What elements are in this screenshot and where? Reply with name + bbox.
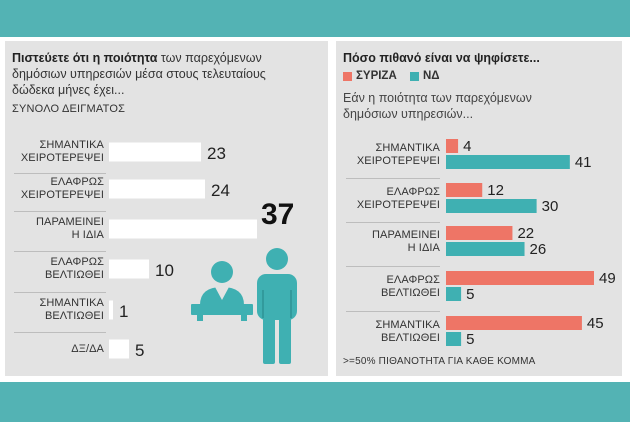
- row-separator: [14, 211, 106, 212]
- category-label: ΕΛΑΦΡΩΣ: [50, 176, 104, 188]
- row-separator: [14, 173, 106, 174]
- category-label: ΣΗΜΑΝΤΙΚΑ: [39, 297, 104, 309]
- nd-bar-value: 5: [466, 286, 474, 303]
- nd-bar: [446, 199, 537, 213]
- left-title-rest: των παρεχόμενων: [157, 51, 262, 65]
- left-title-line2: δημόσιων υπηρεσιών μέσα στους τελευταίου…: [12, 67, 266, 81]
- syriza-bar-value: 12: [487, 182, 504, 199]
- row-separator: [14, 292, 106, 293]
- nd-bar: [446, 155, 570, 169]
- category-label: ΧΕΙΡΟΤΕΡΕΨΕΙ: [20, 189, 104, 201]
- legend-swatch-nd: [410, 72, 419, 81]
- row-separator: [346, 311, 440, 312]
- nd-bar-value: 26: [530, 241, 547, 258]
- right-footnote: >=50% ΠΙΘΑΝΟΤΗΤΑ ΓΙΑ ΚΑΘΕ ΚΟΜΜΑ: [343, 356, 536, 367]
- left-bar: [109, 219, 257, 239]
- row-separator: [346, 178, 440, 179]
- category-label: ΧΕΙΡΟΤΕΡΕΨΕΙ: [356, 199, 440, 211]
- left-bar: [109, 259, 149, 279]
- row-separator: [346, 222, 440, 223]
- right-subtitle-line2: δημόσιων υπηρεσιών...: [343, 107, 474, 121]
- syriza-bar: [446, 226, 513, 240]
- category-label: ΠΑΡΑΜΕΙΝΕΙ: [371, 229, 440, 241]
- sample-label: ΣΥΝΟΛΟ ΔΕΙΓΜΑΤΟΣ: [12, 103, 126, 115]
- category-label: ΣΗΜΑΝΤΙΚΑ: [39, 139, 104, 151]
- left-bar-value: 10: [155, 261, 174, 280]
- people-illustration-icon: [191, 248, 297, 364]
- nd-bar-value: 30: [542, 198, 559, 215]
- row-separator: [14, 332, 106, 333]
- bottom-band: [0, 382, 630, 422]
- left-title-bold: Πιστεύετε ότι η ποιότητα: [12, 51, 158, 65]
- category-label: ΒΕΛΤΙΩΘΕΙ: [44, 310, 104, 322]
- nd-bar: [446, 332, 462, 346]
- row-separator: [14, 251, 106, 252]
- category-label: ΧΕΙΡΟΤΕΡΕΨΕΙ: [356, 155, 440, 167]
- category-label: ΕΛΑΦΡΩΣ: [50, 256, 104, 268]
- right-title-text: Πόσο πιθανό είναι να ψηφίσετε...: [343, 51, 540, 65]
- left-bar: [109, 179, 205, 199]
- left-bar: [109, 300, 113, 320]
- category-label: ΕΛΑΦΡΩΣ: [386, 274, 440, 286]
- legend-swatch-syriza: [343, 72, 352, 81]
- top-band: [0, 0, 630, 37]
- syriza-bar: [446, 316, 582, 330]
- syriza-bar-value: 45: [587, 315, 604, 332]
- category-label: Η ΙΔΙΑ: [71, 229, 104, 241]
- nd-bar-value: 5: [466, 331, 474, 348]
- left-bar-value: 24: [211, 181, 230, 200]
- category-label: ΧΕΙΡΟΤΕΡΕΨΕΙ: [20, 152, 104, 164]
- syriza-bar-value: 49: [599, 270, 616, 287]
- category-label: ΒΕΛΤΙΩΘΕΙ: [380, 332, 440, 344]
- syriza-bar-value: 4: [463, 138, 471, 155]
- nd-bar: [446, 287, 462, 301]
- nd-bar-value: 41: [575, 154, 592, 171]
- right-title: Πόσο πιθανό είναι να ψηφίσετε...: [343, 50, 540, 66]
- legend-label-syriza: ΣΥΡΙΖΑ: [356, 70, 397, 82]
- right-subtitle-line1: Εάν η ποιότητα των παρεχόμενων: [343, 91, 532, 105]
- syriza-bar: [446, 139, 459, 153]
- left-chart: 23 24 37 10 1 5: [109, 142, 294, 360]
- nd-bar: [446, 242, 525, 256]
- category-label: ΣΗΜΑΝΤΙΚΑ: [375, 142, 440, 154]
- category-label: ΔΞ/ΔΑ: [71, 342, 104, 355]
- left-title-line3: δώδεκα μήνες έχει...: [12, 83, 125, 97]
- row-separator: [346, 266, 440, 267]
- left-bar-value: 37: [261, 198, 294, 231]
- left-bar-value: 5: [135, 341, 144, 360]
- category-label: ΣΗΜΑΝΤΙΚΑ: [375, 319, 440, 331]
- category-label: ΕΛΑΦΡΩΣ: [386, 186, 440, 198]
- category-label: ΒΕΛΤΙΩΘΕΙ: [44, 269, 104, 281]
- left-bar-value: 23: [207, 144, 226, 163]
- syriza-bar: [446, 271, 594, 285]
- left-bar: [109, 142, 201, 162]
- left-title-line1: Πιστεύετε ότι η ποιότητα των παρεχόμενων: [12, 50, 262, 66]
- category-label: ΠΑΡΑΜΕΙΝΕΙ: [35, 216, 104, 228]
- category-label: ΒΕΛΤΙΩΘΕΙ: [380, 287, 440, 299]
- left-bar-value: 1: [119, 302, 128, 321]
- left-bar: [109, 339, 129, 359]
- syriza-bar-value: 22: [517, 225, 534, 242]
- category-label: Η ΙΔΙΑ: [407, 242, 440, 254]
- legend-label-nd: ΝΔ: [423, 70, 440, 82]
- syriza-bar: [446, 183, 483, 197]
